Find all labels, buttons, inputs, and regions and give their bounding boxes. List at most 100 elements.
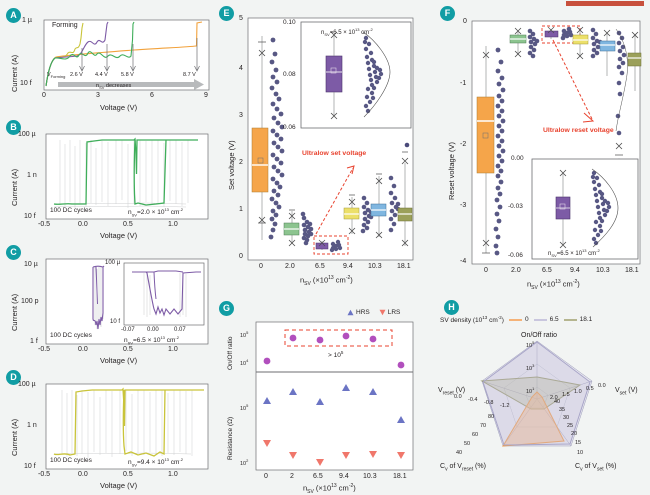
panel-d: D Current (A) 100 µ 1 n 10 f 100 DC cycl… [0, 368, 215, 495]
e-inset-unit-exp: -2 [369, 27, 373, 32]
panel-d-ytick-2: 10 f [24, 463, 36, 470]
h-vset-sub: set [619, 390, 627, 397]
b-density-val: =2.0 × 10 [136, 209, 165, 217]
d-density-unit-exp: -2 [179, 457, 183, 462]
panel-e-ytick-0: 0 [239, 253, 243, 260]
h-cvreset-post: (%) [473, 463, 486, 470]
f-inset-exp: 13 [582, 248, 587, 253]
g-xlabel-n: n [303, 483, 308, 493]
g-xlabel-sub: SV [307, 489, 314, 495]
h-vset-post: (V) [626, 387, 638, 394]
panel-h-tick-vset-1: 0.5 [586, 386, 594, 392]
legend-label-2: 18.1 [579, 316, 593, 324]
panel-h-tick-cvreset-3: 70 [480, 423, 487, 429]
g-btick0-mant: 10 [240, 405, 247, 412]
panel-e-xtick-0: 0 [259, 263, 263, 270]
legend-lrs-label: LRS [387, 309, 401, 316]
panel-e-ytick-4: 4 [239, 65, 243, 72]
vforming-v: V [47, 72, 51, 78]
panel-f-ylabel: Reset voltage (V) [447, 142, 456, 200]
legend-swatch-1 [533, 318, 547, 321]
panel-e-xlabel: nSV (×1013 cm-2) [300, 275, 353, 287]
panel-d-ytick-0: 100 µ [18, 381, 36, 388]
panel-g-ylabel-top: On/Off ratio [227, 336, 234, 370]
panel-h-axis-title-cv-vset: Cv of Vset (%) [575, 463, 616, 472]
panel-b: B Current (A) 100 µ 1 n 10 f 100 DC cycl… [0, 118, 215, 243]
panel-g-legend: HRS LRS [347, 309, 400, 316]
panel-h-axis-title-onoff: On/Off ratio [521, 332, 558, 339]
h-onoff-t0-m: 10 [526, 342, 533, 349]
panel-d-xtick-1: 0.0 [78, 471, 88, 478]
panel-e-ytick-5: 5 [239, 15, 243, 22]
panel-d-cycles: 100 DC cycles [50, 457, 92, 464]
panel-f-ytick-4: -4 [460, 258, 467, 265]
b-density-unit: cm [168, 209, 180, 217]
panel-f-xtick-4: 10.3 [596, 267, 610, 274]
e-inset-val: =6.5 × 10 [329, 30, 356, 36]
panel-h-axis-title-cv-vreset: Cv of Vreset (%) [440, 463, 486, 472]
panel-e-xtick-3: 9.4 [343, 263, 353, 270]
h-onoff-t1-m: 10 [526, 365, 533, 372]
g-callout-exp: 5 [340, 350, 344, 355]
panel-a-badge: A [6, 8, 21, 23]
g-callout-text: > 10 [328, 352, 341, 360]
c-density-n: n [124, 337, 128, 345]
h-onoff-t2-e: 1 [532, 386, 535, 391]
band-n: n [96, 83, 100, 89]
f-inset-unit-exp: -2 [596, 248, 600, 253]
h-cvset-pre: C [575, 463, 581, 470]
panel-c-inset-ytick-0: 100 µ [105, 260, 121, 266]
panel-h-tick-vreset-0: 0.0 [454, 394, 462, 400]
panel-b-xtick-1: 0.0 [78, 221, 88, 228]
panel-h-tick-vreset-3: -1.2 [500, 403, 510, 409]
panel-c-plot [45, 258, 209, 345]
panel-h-tick-cvreset-0: 40 [456, 450, 463, 456]
panel-a-ylabel: Current (A) [10, 54, 19, 92]
panel-b-xtick-3: 1.0 [168, 221, 178, 228]
c-density-exp: 13 [160, 335, 165, 340]
legend-hrs: HRS [347, 309, 370, 316]
panel-c-xtick-1: 0.0 [78, 346, 88, 353]
panel-e-xtick-1: 2.0 [285, 263, 295, 270]
legend-item-0: 0 [508, 316, 529, 323]
h-cvset-post: (%) [603, 463, 617, 470]
d-density-n: n [128, 459, 132, 467]
panel-c-xlabel: Voltage (V) [100, 356, 138, 365]
g-tick1-exp: 4 [246, 358, 249, 363]
panel-a-xlabel: Voltage (V) [100, 103, 138, 112]
panel-c-inset-xtick-2: 0.07 [174, 327, 186, 333]
h-legend-exp: 13 [482, 315, 488, 320]
panel-f-xtick-1: 2.0 [511, 267, 521, 274]
panel-g-xtick-5: 18.1 [393, 473, 407, 480]
triangle-up-icon [347, 309, 354, 316]
panel-b-ytick-1: 1 n [27, 172, 37, 179]
h-onoff-t0-e: 5 [532, 340, 535, 345]
panel-e-annotation: Ultralow set voltage [302, 150, 367, 157]
panel-a: A Current (A) 1 µ 10 f Forming VFo [0, 0, 215, 118]
h-vset-pre: V [615, 387, 620, 394]
panel-a-arrow-1: 2.6 V [70, 72, 83, 78]
panel-g-xtick-1: 2 [290, 473, 294, 480]
f-inset-unit: cm [586, 251, 597, 257]
h-vreset-sub: reset [442, 390, 454, 397]
panel-a-forming-title: Forming [52, 22, 78, 29]
d-density-sub: SV [131, 462, 137, 468]
panel-g-xtick-2: 6.5 [313, 473, 323, 480]
f-inset-n: n [548, 251, 552, 257]
legend-lrs: LRS [379, 309, 401, 316]
panel-h-tick-cvset-0: 10 [577, 450, 584, 456]
panel-h-axis-title-vset: Vset (V) [615, 387, 638, 396]
panel-c-cycles: 100 DC cycles [50, 332, 92, 339]
panel-f-xtick-0: 0 [484, 267, 488, 274]
panel-f-ytick-0: 0 [463, 18, 467, 25]
panel-e-inset-density: nSV=6.5 × 1013 cm-2 [321, 27, 373, 37]
panel-f-inset-ytick-2: -0.06 [508, 252, 523, 259]
f-inset-sub: SV [551, 253, 557, 259]
panel-b-ytick-0: 100 µ [18, 131, 36, 138]
panel-f-inset-density: nSV=6.5 × 1013 cm-2 [548, 248, 600, 258]
panel-g-bot-tick-1: 102 [240, 458, 248, 467]
panel-b-cycles: 100 DC cycles [50, 207, 92, 214]
panel-d-ylabel: Current (A) [10, 418, 19, 456]
f-xlabel-exp: 13 [555, 279, 561, 285]
